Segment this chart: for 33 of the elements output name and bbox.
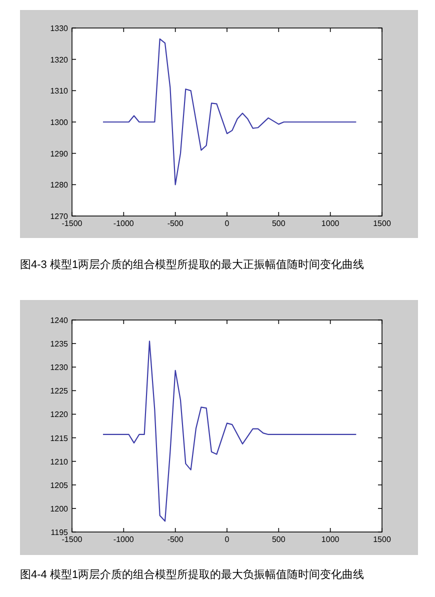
x-tick-label: 500 <box>272 219 286 228</box>
y-tick-label: 1205 <box>50 480 69 490</box>
x-tick-label: -1000 <box>113 219 134 228</box>
x-tick-label: 1500 <box>373 535 392 544</box>
y-tick-label: 1290 <box>50 149 69 158</box>
y-tick-label: 1210 <box>50 457 69 466</box>
caption: 图4-3 模型1两层介质的组合模型所提取的最大正振幅值随时间变化曲线 <box>20 258 364 271</box>
y-tick-label: 1215 <box>50 434 69 443</box>
x-tick-label: -1500 <box>62 535 83 544</box>
x-tick-label: -500 <box>167 535 184 544</box>
y-tick-label: 1330 <box>50 24 69 33</box>
x-tick-label: -500 <box>167 219 184 228</box>
x-tick-label: 1500 <box>373 219 392 228</box>
y-tick-label: 1310 <box>50 86 69 96</box>
y-tick-label: 1235 <box>50 340 69 349</box>
y-tick-label: 1225 <box>50 386 69 396</box>
x-tick-label: 500 <box>272 535 286 544</box>
y-tick-label: 1220 <box>50 410 69 420</box>
y-tick-label: 1200 <box>50 504 69 514</box>
y-tick-label: 1270 <box>50 212 69 221</box>
caption: 图4-4 模型1两层介质的组合模型所提取的最大负振幅值随时间变化曲线 <box>20 568 364 581</box>
y-tick-label: 1230 <box>50 363 69 372</box>
x-tick-label: 0 <box>224 535 230 544</box>
x-tick-label: 1000 <box>321 219 340 228</box>
y-tick-label: 1240 <box>50 316 69 325</box>
y-tick-label: 1195 <box>50 528 69 537</box>
y-tick-label: 1280 <box>50 180 69 190</box>
x-tick-label: 1000 <box>321 535 340 544</box>
x-tick-label: -1000 <box>113 535 134 544</box>
y-tick-label: 1320 <box>50 55 69 64</box>
x-tick-label: 0 <box>224 219 230 228</box>
x-tick-label: -1500 <box>62 219 83 228</box>
y-tick-label: 1300 <box>50 118 69 127</box>
